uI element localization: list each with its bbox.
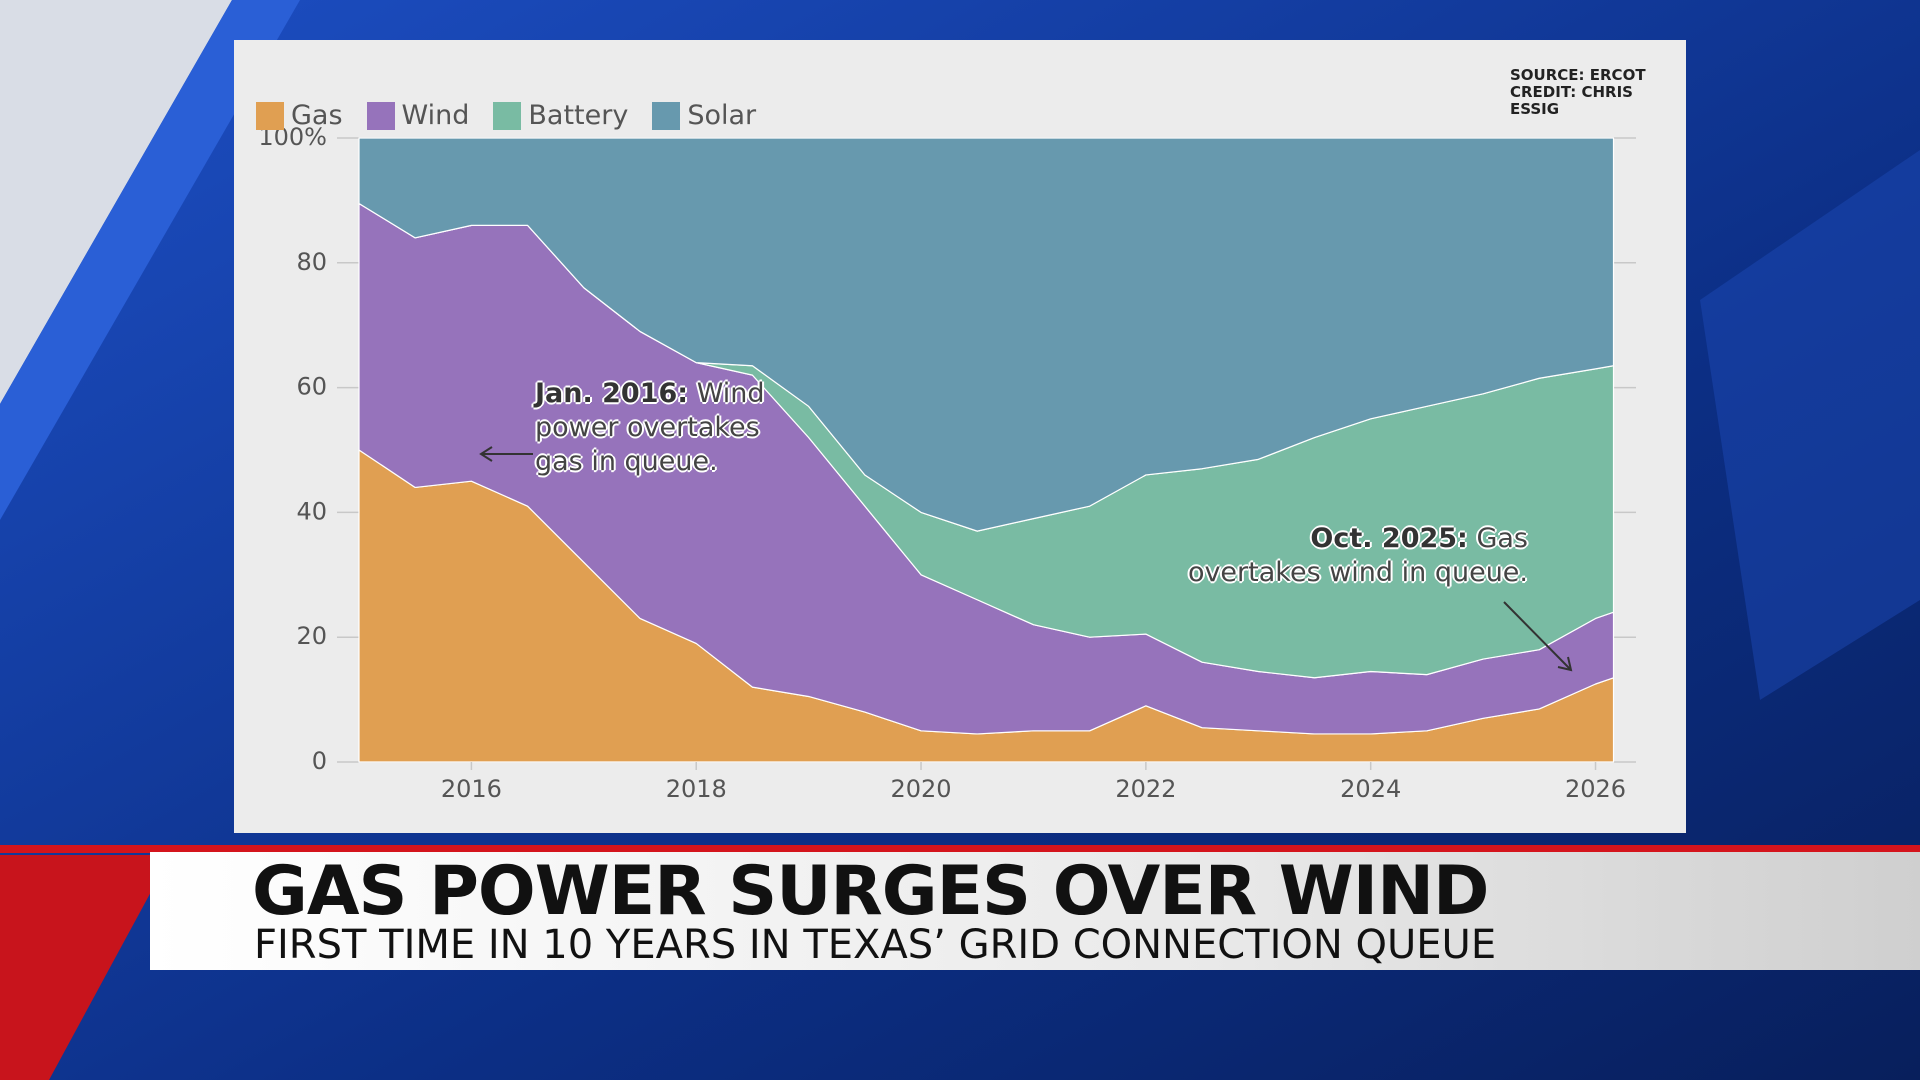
red-rule bbox=[0, 845, 1920, 853]
legend-swatch bbox=[256, 101, 284, 130]
chart-panel: 0 20 40 60 80 100% 2016 2018 2020 2022 2024 2026 Ga… bbox=[234, 40, 1686, 833]
arrow bbox=[1503, 601, 1571, 670]
y-tick-label: 80 bbox=[296, 248, 327, 276]
y-tick-label: 20 bbox=[296, 622, 327, 650]
annotation-text: Wind power overtakes gas in queue. bbox=[535, 378, 765, 477]
annotation-text: Gas overtakes wind in queue. bbox=[1187, 523, 1528, 588]
source: SOURCE: ERCOT bbox=[1510, 66, 1646, 84]
legend-label: Wind bbox=[401, 100, 470, 131]
x-tick-label: 2020 bbox=[891, 775, 952, 803]
legend-item: Gas bbox=[256, 100, 343, 131]
bg-stripe bbox=[0, 0, 300, 520]
legend-swatch bbox=[366, 101, 395, 130]
x-tick-label: 2016 bbox=[441, 775, 502, 803]
legend-label: Battery bbox=[528, 100, 629, 131]
subhead: FIRST TIME IN 10 YEARS IN TEXAS’ GRID CO… bbox=[254, 922, 1497, 968]
legend-swatch bbox=[493, 101, 522, 130]
x-tick-label: 2026 bbox=[1565, 775, 1626, 803]
legend-label: Solar bbox=[687, 100, 757, 131]
legend-item: Solar bbox=[652, 100, 756, 131]
y-tick-label: 40 bbox=[296, 497, 327, 525]
x-tick-label: 2024 bbox=[1340, 775, 1401, 803]
legend-item: Wind bbox=[366, 100, 470, 131]
arrow-head bbox=[1557, 656, 1573, 672]
annotation-bold: Jan. 2016: bbox=[535, 378, 689, 409]
legend: Gas Wind Battery Solar bbox=[256, 100, 756, 131]
headline: GAS POWER SURGES OVER WIND bbox=[252, 852, 1489, 931]
arrow-head bbox=[479, 446, 493, 462]
legend-swatch bbox=[652, 101, 681, 130]
annotation-bold: Oct. 2025: bbox=[1310, 523, 1468, 554]
source-block: SOURCE: ERCOT CREDIT: CHRIS ESSIG bbox=[1510, 67, 1686, 118]
annotation: Jan. 2016: Wind power overtakes gas in q… bbox=[535, 377, 770, 479]
annotation: Oct. 2025: Gas overtakes wind in queue. bbox=[1178, 522, 1528, 590]
y-tick-label: 0 bbox=[312, 747, 327, 775]
bg-stripe-right bbox=[1700, 150, 1920, 700]
arrows bbox=[479, 446, 1573, 672]
credit: CREDIT: CHRIS ESSIG bbox=[1510, 83, 1633, 118]
y-tick-label: 60 bbox=[296, 373, 327, 401]
legend-item: Battery bbox=[493, 100, 628, 131]
lower-third-band bbox=[150, 852, 1920, 970]
x-tick-label: 2018 bbox=[666, 775, 727, 803]
area bbox=[358, 137, 1615, 532]
bg-red bbox=[0, 855, 171, 1080]
x-tick-label: 2022 bbox=[1115, 775, 1176, 803]
legend-label: Gas bbox=[291, 100, 343, 131]
